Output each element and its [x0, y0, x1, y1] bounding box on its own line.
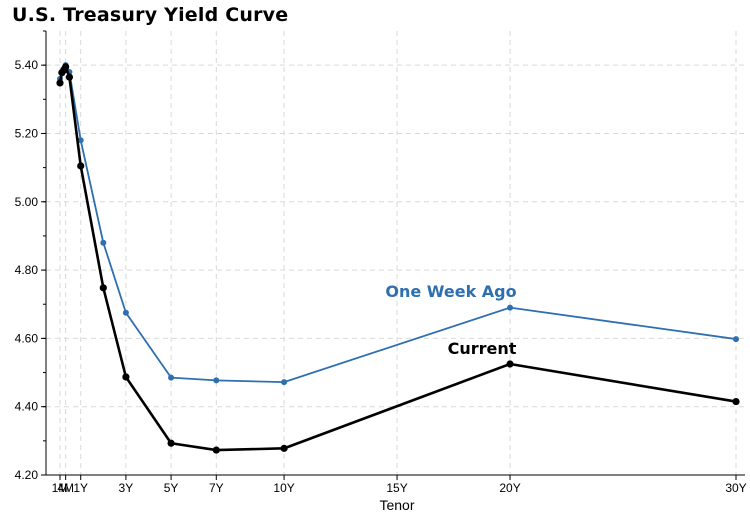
- chart-title: U.S. Treasury Yield Curve: [12, 4, 289, 26]
- current-point: [56, 79, 64, 87]
- axes: [41, 30, 745, 480]
- current-line: [58, 65, 737, 452]
- x-tick-label: 4M: [57, 481, 74, 495]
- current-point: [167, 439, 175, 447]
- current-point: [280, 444, 288, 452]
- current-point: [122, 373, 130, 381]
- one-week-ago-point: [281, 379, 288, 386]
- y-tick-label: 4.40: [15, 400, 39, 414]
- x-tick-label: 5Y: [164, 481, 179, 495]
- one-week-ago-point: [213, 377, 220, 384]
- x-tick-label: 1Y: [73, 481, 88, 495]
- x-tick-label: 1M: [52, 481, 69, 495]
- current-point: [732, 397, 740, 406]
- one-week-ago-point: [507, 304, 514, 311]
- current-series-label: Current: [448, 339, 517, 358]
- y-tick-label: 5.00: [15, 195, 39, 209]
- x-tick-label: 20Y: [499, 481, 520, 495]
- y-tick-label: 5.20: [15, 126, 39, 140]
- y-tick-label: 4.20: [15, 468, 39, 482]
- x-tick-label: 3Y: [119, 481, 134, 495]
- one-week-ago-point: [77, 137, 84, 144]
- grid-lines: [46, 31, 745, 476]
- current-point: [212, 446, 220, 454]
- y-tick-label: 4.80: [15, 263, 39, 277]
- y-tick-label: 4.60: [15, 331, 39, 345]
- one-week-ago-point: [122, 309, 129, 316]
- series-lines: [56, 62, 740, 454]
- current-point: [62, 63, 70, 71]
- current-point: [99, 284, 107, 292]
- current-point: [65, 73, 74, 81]
- y-tick-label: 5.40: [15, 58, 39, 72]
- one-week-ago-point: [168, 374, 175, 381]
- x-tick-label: 15Y: [386, 481, 407, 495]
- current-point: [506, 360, 514, 368]
- one-week-ago-line: [59, 64, 737, 384]
- x-tick-label: 10Y: [273, 481, 294, 495]
- x-tick-label: 30Y: [725, 481, 746, 495]
- one-week-ago-series-label: One Week Ago: [385, 282, 516, 301]
- series-labels: One Week Ago Current: [385, 282, 516, 358]
- one-week-ago-point: [100, 239, 107, 246]
- x-axis-title: Tenor: [379, 497, 414, 513]
- current-point: [77, 162, 85, 170]
- x-tick-label: 7Y: [209, 481, 224, 495]
- one-week-ago-point: [733, 336, 739, 343]
